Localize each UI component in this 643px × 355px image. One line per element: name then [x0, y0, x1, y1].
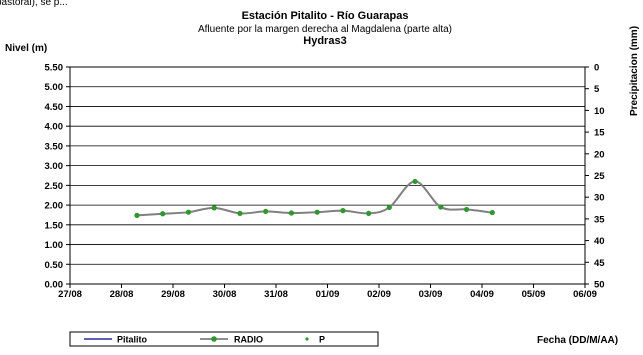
data-point — [438, 204, 444, 210]
grid — [70, 66, 585, 265]
legend-label-pitalito: Pitalito — [117, 335, 148, 345]
x-axis-label: Fecha (DD/M/AA) — [537, 335, 618, 346]
data-point — [211, 205, 217, 211]
chart-title: Estación Pitalito - Río Guarapas — [242, 10, 409, 22]
y-ticks: 0.00 0.50 1.00 1.50 2.00 2.50 3.00 3.50 4.00 4.50… — [45, 63, 70, 291]
y2-tick-label: 10 — [594, 106, 605, 117]
x-tick-label: 01/09 — [316, 289, 340, 300]
y-tick-label: 5.50 — [45, 63, 64, 74]
y-tick-label: 2.00 — [45, 201, 64, 212]
y-tick-label: 2.50 — [45, 181, 64, 192]
y2-tick-label: 25 — [594, 171, 605, 182]
data-point — [185, 209, 192, 215]
legend-label-p: P — [319, 335, 325, 345]
data-point — [314, 209, 320, 215]
y2-tick-label: 35 — [594, 214, 605, 225]
y2-tick-label: 40 — [594, 236, 605, 247]
legend-marker-radio — [211, 336, 217, 342]
data-point — [366, 210, 372, 216]
y-tick-label: 1.50 — [45, 220, 64, 231]
data-point — [463, 206, 470, 213]
x-tick-label: 31/08 — [264, 289, 288, 300]
x-tick-label: 03/09 — [419, 289, 443, 300]
chart-subtitle-2: Hydras3 — [303, 35, 346, 47]
x-tick-label: 02/09 — [367, 289, 391, 300]
legend-marker-p — [305, 337, 309, 341]
x-tick-label: 27/08 — [58, 289, 82, 300]
y-tick-label: 3.00 — [45, 161, 64, 172]
data-point — [160, 211, 166, 217]
chart-subtitle: Afluente por la margen derecha al Magdal… — [198, 24, 452, 35]
data-point — [237, 210, 243, 216]
data-point — [263, 208, 269, 215]
y2-tick-label: 5 — [594, 84, 600, 95]
header-fragment: pastoral), se p... — [0, 0, 68, 8]
data-point — [288, 210, 295, 216]
x-tick-label: 30/08 — [213, 289, 237, 300]
data-point — [134, 212, 140, 218]
y2-tick-label: 50 — [594, 280, 605, 291]
data-point — [412, 178, 418, 185]
y-tick-label: 3.50 — [45, 141, 64, 152]
y-tick-label: 5.00 — [45, 82, 64, 93]
y-tick-label: 0.50 — [45, 260, 64, 271]
x-tick-label: 29/08 — [161, 289, 185, 300]
y-tick-label: 1.00 — [45, 240, 64, 251]
x-ticks: 27/08 28/08 29/08 30/08 31/08 01/09 02/09 03/09… — [58, 284, 597, 300]
data-point — [340, 208, 346, 214]
x-tick-label: 28/08 — [110, 289, 134, 300]
y2-tick-label: 0 — [594, 63, 599, 74]
y2-axis-label: Precipitacion (mm) — [629, 26, 640, 116]
x-tick-label: 04/09 — [470, 289, 494, 300]
data-point — [489, 209, 495, 216]
legend: Pitalito RADIO P — [69, 331, 379, 347]
y2-tick-label: 45 — [594, 258, 605, 269]
x-tick-label: 05/09 — [522, 289, 546, 300]
data-point — [386, 204, 392, 211]
plot-area — [69, 66, 586, 285]
y-tick-label: 0.00 — [45, 280, 64, 291]
y2-tick-label: 30 — [594, 193, 605, 204]
y-axis-label: Nivel (m) — [5, 43, 47, 54]
y-tick-label: 4.50 — [45, 102, 64, 113]
y2-tick-label: 20 — [594, 149, 605, 160]
series-layer — [134, 178, 495, 218]
y2-ticks: 0 5 10 15 20 25 30 35 40 45 50 — [585, 63, 605, 291]
y2-tick-label: 15 — [594, 128, 605, 139]
y-tick-label: 4.00 — [45, 122, 64, 133]
x-tick-label: 06/09 — [573, 289, 597, 300]
legend-label-radio: RADIO — [234, 335, 263, 345]
